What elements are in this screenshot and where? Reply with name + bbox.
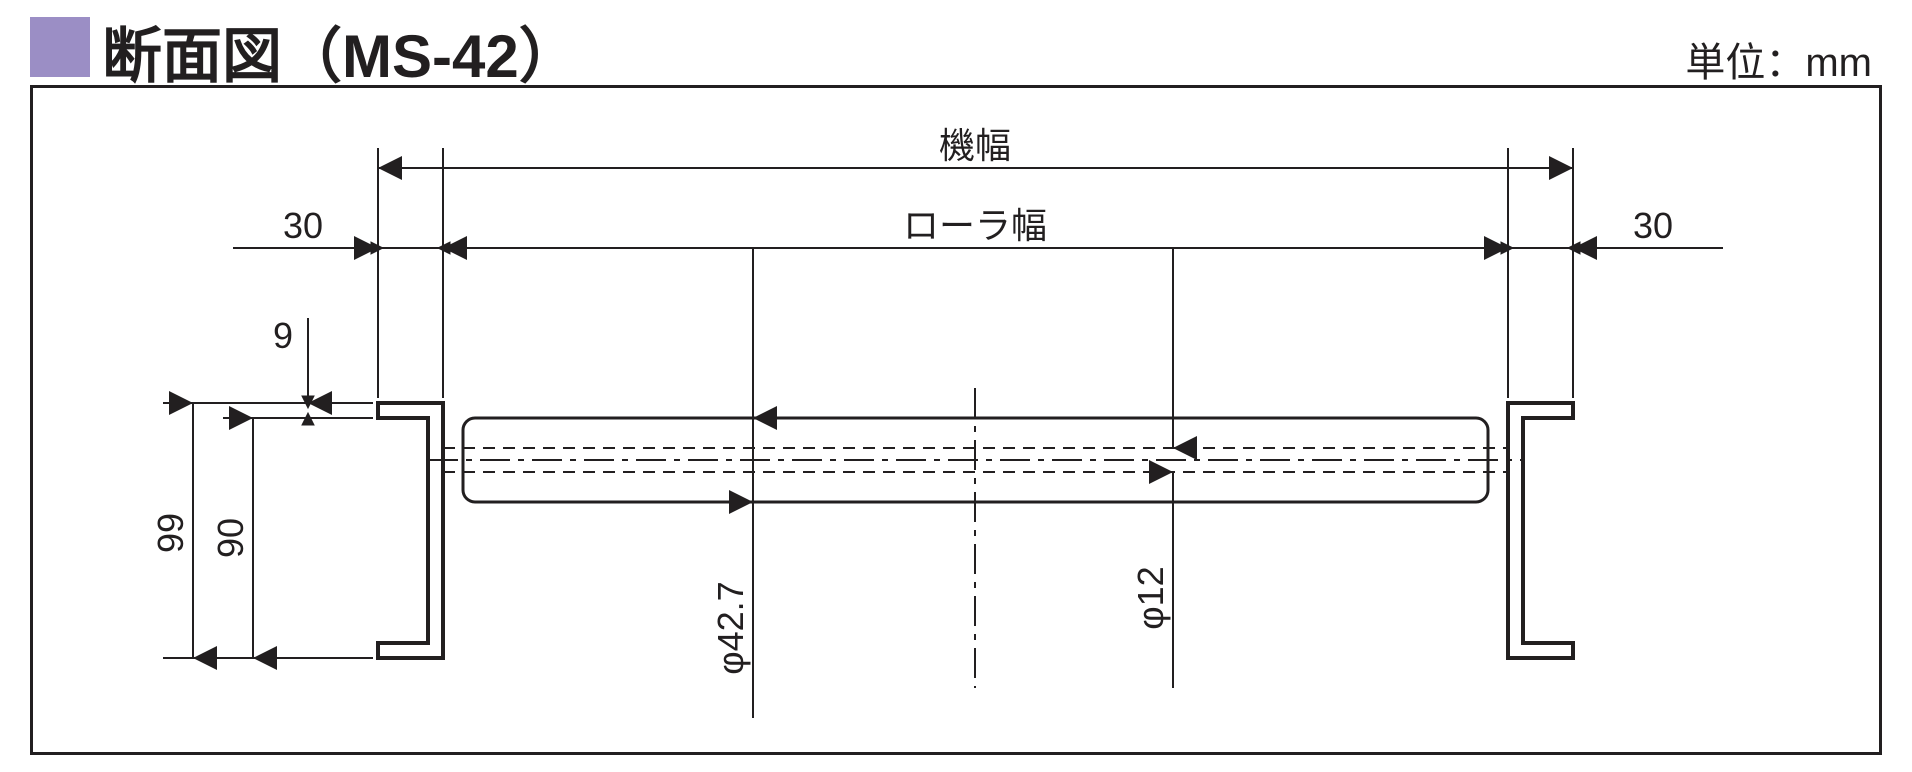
label-30-right: 30 [1633, 205, 1673, 246]
label-99: 99 [150, 513, 191, 553]
left-channel [378, 403, 443, 658]
label-9: 9 [273, 315, 293, 356]
label-roller-width: ローラ幅 [903, 205, 1047, 246]
right-channel [1508, 403, 1573, 658]
cross-section-diagram: 機幅 ローラ幅 30 30 9 90 99 φ42.7 φ12 [33, 88, 1879, 752]
header: 断面図（MS-42） [0, 0, 1912, 95]
label-machine-width: 機幅 [939, 125, 1011, 166]
accent-square-icon [30, 17, 90, 77]
label-phi12: φ12 [1130, 566, 1171, 629]
unit-label: 単位：mm [1685, 30, 1872, 88]
label-phi42: φ42.7 [710, 581, 751, 674]
page-title: 断面図（MS-42） [102, 8, 579, 95]
label-90: 90 [210, 518, 251, 558]
diagram-frame: 機幅 ローラ幅 30 30 9 90 99 φ42.7 φ12 [30, 85, 1882, 755]
label-30-left: 30 [283, 205, 323, 246]
